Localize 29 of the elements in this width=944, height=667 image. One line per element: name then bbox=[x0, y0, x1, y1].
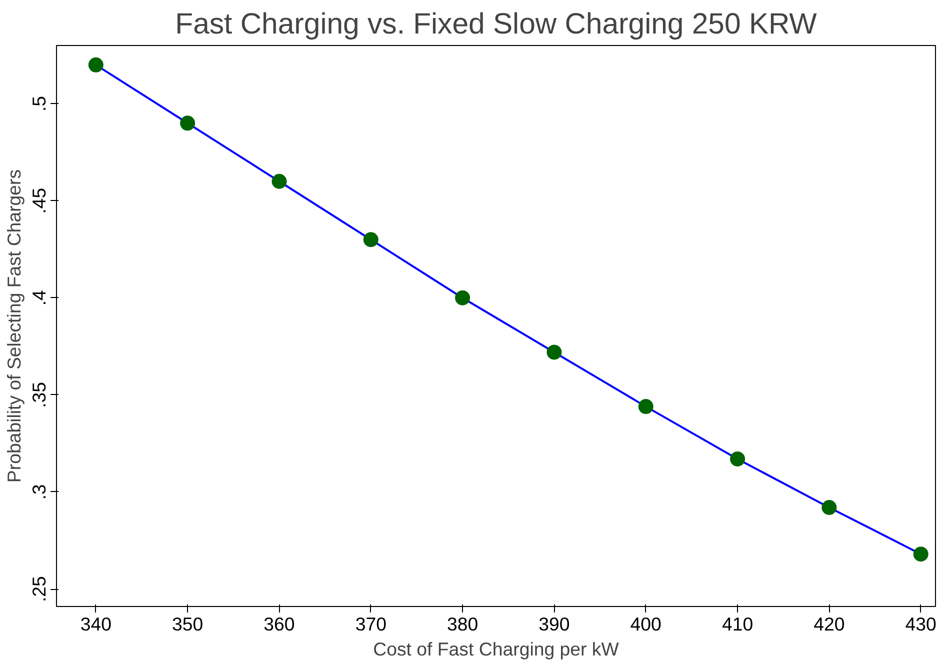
x-tick-label: 400 bbox=[630, 614, 662, 634]
chart-title: Fast Charging vs. Fixed Slow Charging 250 KRW bbox=[175, 8, 818, 40]
x-tick-label: 420 bbox=[814, 614, 845, 634]
point bbox=[363, 232, 378, 248]
x-tick-label: 430 bbox=[905, 614, 936, 634]
point bbox=[546, 344, 562, 360]
point bbox=[913, 546, 928, 562]
y-tick-label: .45 bbox=[28, 188, 50, 214]
y-axis-title: Probability of Selecting Fast Chargers bbox=[4, 169, 24, 483]
x-tick-label: 370 bbox=[355, 614, 386, 634]
y-tick-label: .35 bbox=[28, 382, 50, 408]
point bbox=[822, 500, 837, 515]
x-tick-label: 380 bbox=[446, 614, 478, 634]
x-tick-label: 350 bbox=[172, 614, 204, 634]
y-tick-label: .5 bbox=[28, 96, 50, 112]
x-tick-label: 360 bbox=[264, 614, 295, 634]
point bbox=[638, 399, 654, 414]
x-tick-label: 410 bbox=[722, 614, 754, 634]
y-tick-label: .25 bbox=[28, 576, 50, 602]
point bbox=[88, 57, 104, 72]
point bbox=[730, 451, 746, 466]
point bbox=[455, 290, 470, 306]
point bbox=[272, 174, 287, 189]
x-tick-label: 340 bbox=[80, 614, 112, 634]
point bbox=[180, 116, 196, 131]
x-axis-title: Cost of Fast Charging per kW bbox=[373, 638, 620, 660]
y-tick-label: .4 bbox=[28, 290, 50, 306]
y-tick-label: .3 bbox=[28, 484, 50, 500]
x-tick-label: 390 bbox=[538, 614, 570, 634]
